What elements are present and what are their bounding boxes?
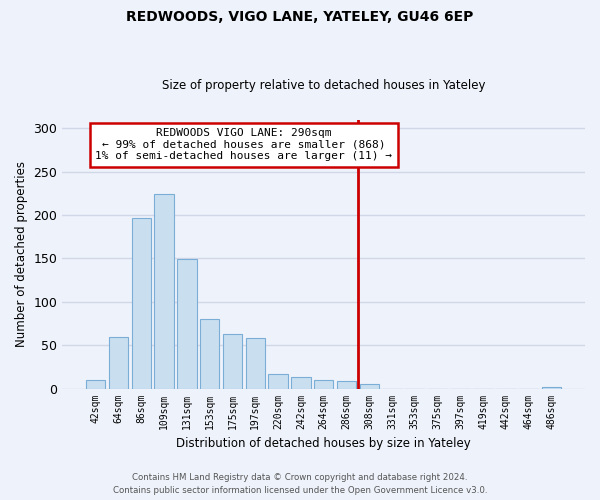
Text: REDWOODS VIGO LANE: 290sqm
← 99% of detached houses are smaller (868)
1% of semi: REDWOODS VIGO LANE: 290sqm ← 99% of deta… bbox=[95, 128, 392, 162]
Bar bbox=[109, 338, 128, 388]
X-axis label: Distribution of detached houses by size in Yateley: Distribution of detached houses by size … bbox=[176, 437, 471, 450]
Bar bbox=[245, 338, 265, 388]
Bar bbox=[268, 374, 288, 388]
Bar bbox=[542, 387, 561, 388]
Bar bbox=[314, 380, 334, 388]
Bar bbox=[200, 319, 220, 388]
Bar bbox=[223, 334, 242, 388]
Bar bbox=[359, 384, 379, 388]
Bar bbox=[177, 260, 197, 388]
Text: REDWOODS, VIGO LANE, YATELEY, GU46 6EP: REDWOODS, VIGO LANE, YATELEY, GU46 6EP bbox=[127, 10, 473, 24]
Bar bbox=[291, 378, 311, 388]
Bar bbox=[154, 194, 174, 388]
Text: Contains HM Land Registry data © Crown copyright and database right 2024.
Contai: Contains HM Land Registry data © Crown c… bbox=[113, 474, 487, 495]
Bar bbox=[337, 380, 356, 388]
Title: Size of property relative to detached houses in Yateley: Size of property relative to detached ho… bbox=[162, 79, 485, 92]
Bar bbox=[86, 380, 106, 388]
Bar bbox=[131, 218, 151, 388]
Y-axis label: Number of detached properties: Number of detached properties bbox=[15, 161, 28, 347]
